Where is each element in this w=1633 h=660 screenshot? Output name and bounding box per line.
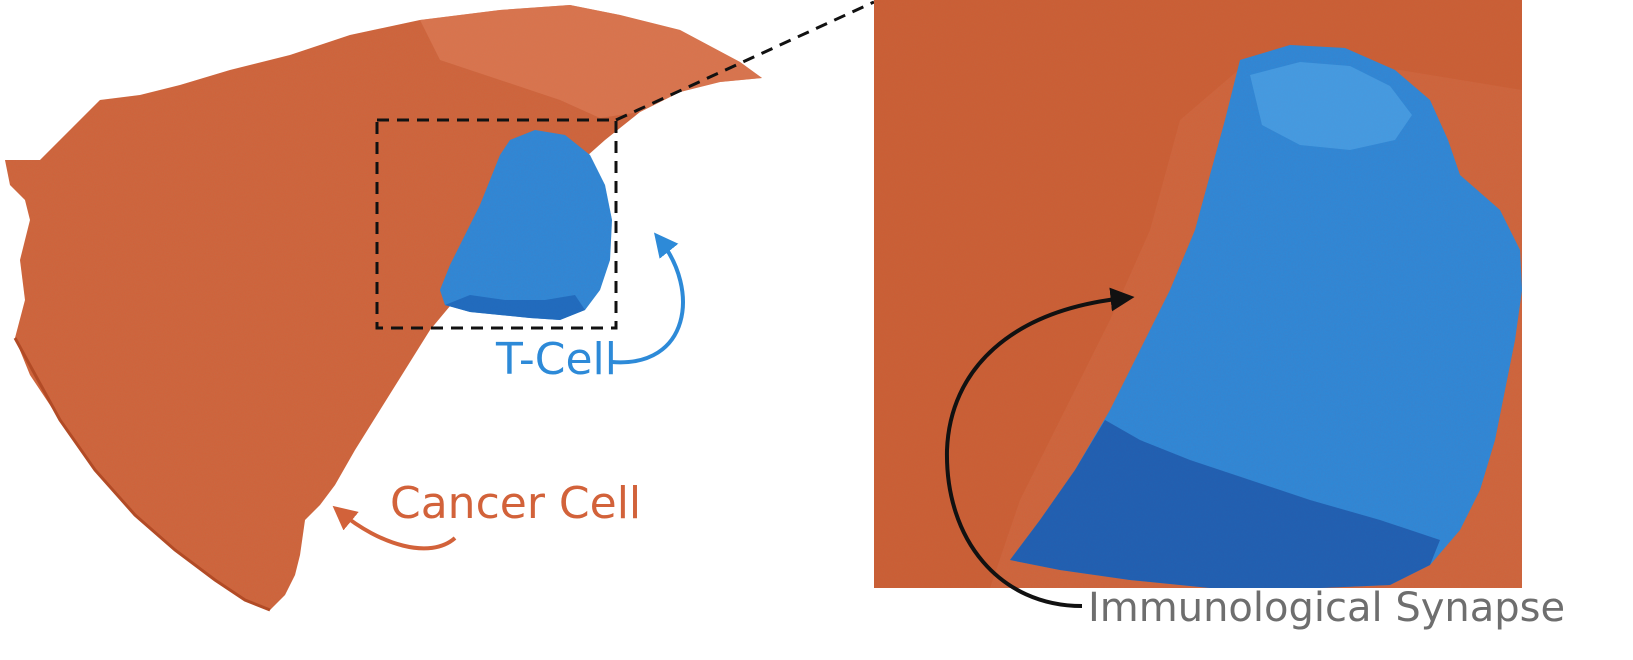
cancer-cell-ridge bbox=[420, 5, 762, 118]
t-cell-label: T-Cell bbox=[496, 334, 617, 385]
cancer-cell-edge bbox=[13, 337, 271, 612]
zoom-t-cell-deep bbox=[1010, 420, 1440, 588]
cancer-cell-label: Cancer Cell bbox=[390, 478, 642, 529]
synapse-arrow bbox=[944, 287, 1135, 608]
zoom-inset bbox=[874, 0, 1522, 588]
t-cell bbox=[440, 130, 612, 320]
immunological-synapse-label: Immunological Synapse bbox=[1088, 585, 1566, 631]
zoom-t-cell-highlight bbox=[1250, 62, 1412, 150]
t-cell-shadow bbox=[445, 295, 585, 320]
cancer-cell-arrow bbox=[332, 505, 457, 551]
zoom-region-box bbox=[375, 118, 618, 330]
zoom-cancer-shade bbox=[874, 0, 1522, 588]
t-cell-arrow bbox=[611, 232, 685, 365]
zoom-connector-line bbox=[615, 0, 875, 122]
